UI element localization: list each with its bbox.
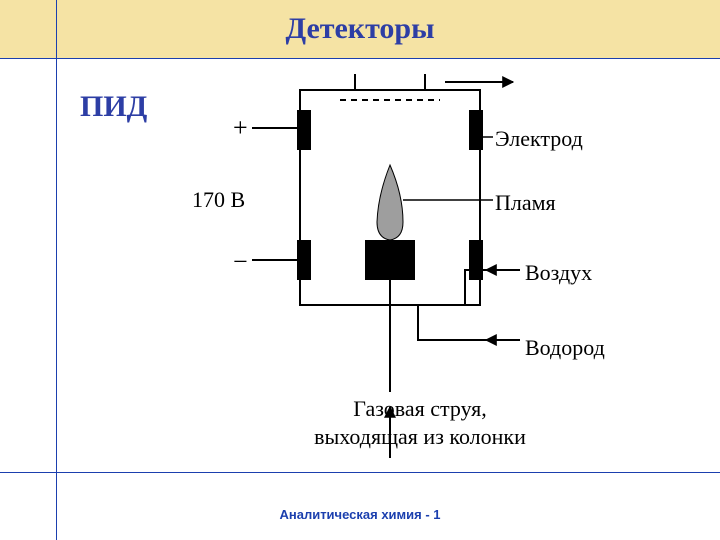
flame-label: Пламя [495, 190, 556, 216]
detector-type-label: ПИД [80, 90, 147, 124]
diagram-svg [0, 0, 720, 540]
title-band: Детекторы [0, 0, 720, 58]
page-root: Детекторы ПИД + 170 В − Электрод Пламя В… [0, 0, 720, 540]
minus-symbol: − [233, 247, 248, 277]
plus-symbol: + [233, 113, 248, 143]
frame-hline-bottom [0, 472, 720, 473]
frame-hline-top [0, 58, 720, 59]
gas-line-2: выходящая из колонки [314, 424, 526, 449]
hydrogen-label: Водород [525, 335, 605, 361]
electrode-label: Электрод [495, 126, 583, 152]
air-label: Воздух [525, 260, 592, 286]
gas-stream-label: Газовая струя, выходящая из колонки [290, 395, 550, 450]
voltage-label: 170 В [192, 187, 245, 213]
gas-line-1: Газовая струя, [353, 396, 486, 421]
frame-vline [56, 0, 57, 540]
footer-text: Аналитическая химия - 1 [0, 507, 720, 522]
page-title: Детекторы [285, 12, 434, 46]
